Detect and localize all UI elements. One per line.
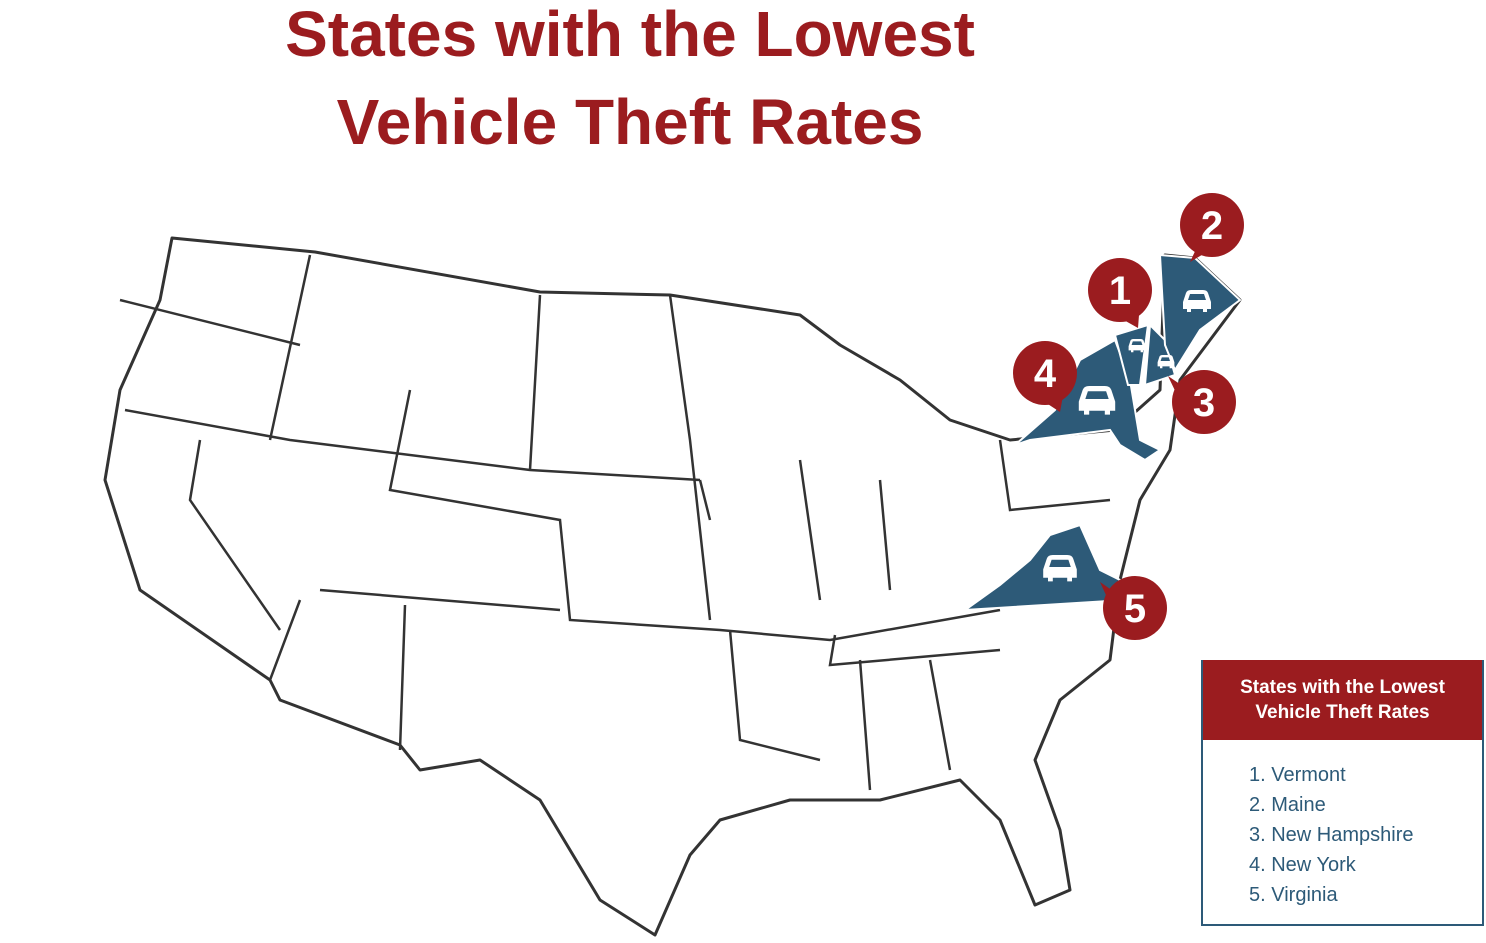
car-icon: [1078, 386, 1116, 415]
legend: States with the Lowest Vehicle Theft Rat…: [1201, 660, 1484, 926]
pin: [1172, 370, 1236, 434]
legend-item: 5. Virginia: [1249, 884, 1338, 906]
legend-title: Vehicle Theft Rates: [1255, 702, 1430, 723]
pin-label: 5: [1124, 587, 1146, 631]
new-hampshire: [1143, 322, 1177, 387]
car-icon: [1128, 339, 1146, 353]
car-icon: [1157, 355, 1175, 369]
legend-header: States with the Lowest Vehicle Theft Rat…: [1203, 660, 1482, 740]
pin-label: 2: [1201, 204, 1223, 248]
pin: [1180, 193, 1244, 257]
legend-item: 1. Vermont: [1249, 764, 1346, 786]
legend-item: 4. New York: [1249, 854, 1356, 876]
pin-label: 3: [1193, 381, 1215, 425]
pin-label: 4: [1034, 352, 1057, 396]
pin-label: 1: [1109, 269, 1131, 313]
legend-item: 2. Maine: [1249, 794, 1326, 816]
car-icon: [1043, 555, 1077, 582]
pin: [1088, 258, 1152, 322]
legend-list: 1. Vermont 2. Maine 3. New Hampshire 4. New…: [1203, 740, 1482, 910]
state-borders: [119, 254, 1111, 791]
legend-item: 3. New Hampshire: [1249, 824, 1414, 846]
title-line: States with the Lowest: [285, 0, 975, 70]
title-line: Vehicle Theft Rates: [336, 86, 924, 158]
pin: [1013, 341, 1077, 405]
pin: [1103, 576, 1167, 640]
car-icon: [1183, 290, 1211, 312]
legend-title: States with the Lowest: [1240, 677, 1445, 698]
